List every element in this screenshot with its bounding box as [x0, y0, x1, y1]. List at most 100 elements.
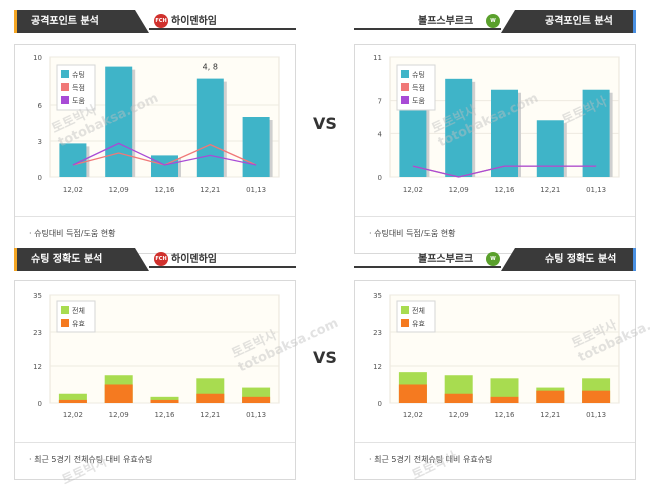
bar-shot	[491, 89, 518, 177]
shooting-accuracy-panel-away: 볼프스부르크 W 슈팅 정확도 분석 0 12 23 35 12,02 12,09 12,1…	[354, 248, 636, 483]
chart-caption-text: 최근 5경기 전체슈팅 대비 유효슈팅	[34, 455, 153, 464]
panel-header: 볼프스부르크 W 공격포인트 분석	[354, 10, 636, 33]
chart-box: 0 12 23 35 12,02 12,09 12,16 12,21 01,13 전체 유효 · 최…	[354, 280, 636, 480]
team-name: 하이덴하임	[171, 254, 217, 265]
accent-bar	[633, 248, 636, 271]
chart-caption-text: 슈팅대비 득점/도움 현황	[34, 229, 116, 238]
panel-header: 슈팅 정확도 분석 FCH 하이덴하임	[14, 248, 296, 271]
x-tick-label: 12,09	[449, 411, 469, 419]
panel-header: 공격포인트 분석 FCH 하이덴하임	[14, 10, 296, 33]
header-slant	[135, 248, 149, 271]
legend-swatch	[401, 83, 409, 91]
y-tick-label: 35	[373, 292, 382, 300]
team-logo-icon: W	[486, 252, 500, 266]
legend-label: 도움	[412, 97, 425, 105]
bar-on-target	[104, 384, 133, 403]
y-tick-label: 4	[378, 130, 383, 138]
team-name: 볼프스부르크	[418, 16, 474, 27]
caption-divider	[355, 216, 635, 217]
bar-shot	[582, 89, 610, 177]
chart-caption: · 최근 5경기 전체슈팅 대비 유효슈팅	[369, 455, 493, 464]
team-logo-icon: FCH	[154, 252, 168, 266]
data-tooltip: 4, 8	[203, 63, 218, 72]
legend-swatch	[401, 70, 409, 78]
x-tick-label: 12,09	[109, 411, 129, 419]
header-rule	[149, 28, 296, 30]
header-rule	[149, 266, 296, 268]
x-tick-label: 12,02	[403, 411, 423, 419]
y-tick-label: 11	[373, 54, 382, 62]
legend-swatch	[61, 306, 69, 314]
chart-caption-text: 슈팅대비 득점/도움 현황	[374, 229, 456, 238]
legend-swatch	[61, 96, 69, 104]
bar-on-target	[196, 393, 225, 403]
bar-total-shots	[58, 393, 87, 403]
y-tick-label: 6	[38, 102, 43, 110]
line-assist	[72, 142, 257, 166]
x-tick-label: 12,09	[449, 186, 469, 194]
bar-shot	[196, 78, 224, 177]
chart-box: 0 3 6 10 12,02 12,09 12,16 12,21 01,13 4, 8 슈팅 득점 도움…	[14, 44, 296, 254]
bar-on-target	[242, 396, 271, 403]
legend-label: 슈팅	[412, 70, 425, 79]
chart-caption: · 최근 5경기 전체슈팅 대비 유효슈팅	[29, 455, 153, 464]
vs-label-top: VS	[313, 114, 337, 133]
vs-label-bottom: VS	[313, 348, 337, 367]
team-logo-icon: FCH	[154, 14, 168, 28]
header-slant	[135, 10, 149, 33]
x-tick-label: 12,21	[200, 411, 220, 419]
x-tick-label: 01,13	[586, 411, 606, 419]
y-tick-label: 3	[38, 138, 42, 146]
x-tick-label: 12,16	[154, 186, 175, 194]
y-tick-label: 10	[33, 54, 42, 62]
legend-swatch	[401, 96, 409, 104]
bar-on-target	[582, 390, 611, 403]
x-tick-label: 12,09	[109, 186, 129, 194]
chart-caption: · 슈팅대비 득점/도움 현황	[29, 229, 116, 238]
chart-box: 0 12 23 35 12,02 12,09 12,16 12,21 01,13 전체 유효 · 최…	[14, 280, 296, 480]
accent-bar	[14, 248, 17, 271]
y-tick-label: 35	[33, 292, 42, 300]
legend-label: 득점	[412, 84, 425, 92]
bar-on-target	[58, 399, 87, 403]
legend-swatch	[401, 319, 409, 327]
x-tick-label: 12,02	[403, 186, 423, 194]
accent-bar	[633, 10, 636, 33]
x-tick-label: 12,16	[154, 411, 175, 419]
x-tick-label: 12,21	[540, 186, 560, 194]
bar-shot	[151, 155, 178, 177]
bar-shot	[445, 78, 473, 177]
x-tick-label: 12,02	[63, 411, 83, 419]
chart-caption-text: 최근 5경기 전체슈팅 대비 유효슈팅	[374, 455, 493, 464]
y-tick-label: 0	[378, 400, 382, 408]
legend-label: 도움	[72, 97, 85, 105]
bar-on-target	[490, 396, 519, 403]
x-tick-label: 01,13	[246, 411, 266, 419]
team-logo-icon: W	[486, 14, 500, 28]
header-slant	[501, 10, 515, 33]
team-name: 볼프스부르크	[418, 254, 474, 265]
x-tick-label: 01,13	[586, 186, 606, 194]
legend-label: 전체	[412, 306, 425, 315]
caption-divider	[15, 442, 295, 443]
attack-points-panel-home: 공격포인트 분석 FCH 하이덴하임 0 3 6 10 12,02 12,09 12,16 1…	[14, 10, 296, 260]
panel-title: 슈팅 정확도 분석	[17, 248, 135, 271]
bar-shot	[105, 66, 133, 177]
chart-caption: · 슈팅대비 득점/도움 현황	[369, 229, 456, 238]
y-tick-label: 0	[38, 400, 42, 408]
team-name: 하이덴하임	[171, 16, 217, 27]
bar-on-target	[536, 390, 565, 403]
caption-divider	[15, 216, 295, 217]
attack-points-panel-away: 볼프스부르크 W 공격포인트 분석 0 4 7 11 12,02 12,09 12,16 12…	[354, 10, 636, 260]
accent-bar	[14, 10, 17, 33]
y-tick-label: 12	[33, 363, 42, 371]
y-tick-label: 12	[373, 363, 382, 371]
legend-swatch	[401, 306, 409, 314]
x-tick-label: 12,21	[540, 411, 560, 419]
bar-on-target	[398, 384, 427, 403]
bar-on-target	[444, 393, 473, 403]
legend-label: 전체	[72, 306, 85, 315]
panel-title: 슈팅 정확도 분석	[515, 248, 633, 271]
